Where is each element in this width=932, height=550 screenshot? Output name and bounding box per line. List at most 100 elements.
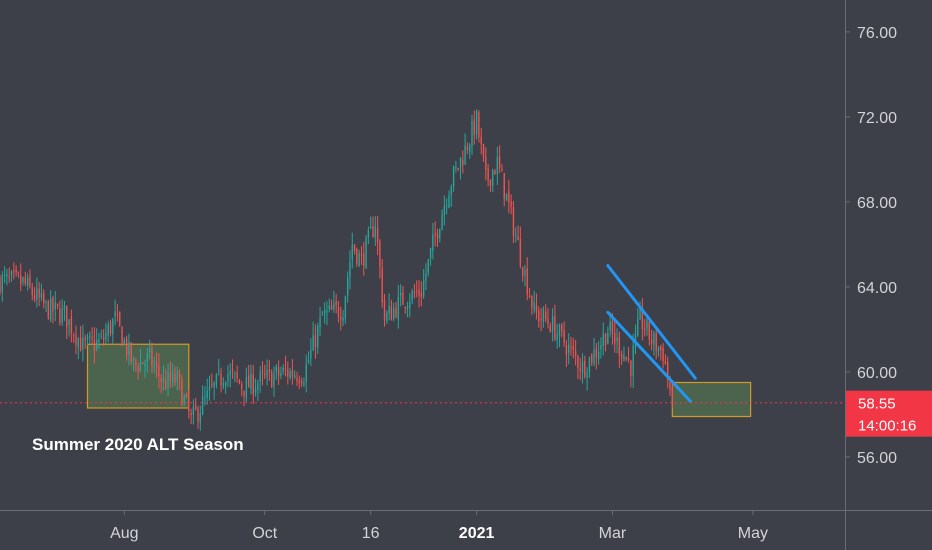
candle-body [310,349,312,359]
candle-body [3,274,6,276]
candle-body [542,309,545,322]
candle-body [340,316,342,320]
candle-body [89,335,91,337]
candle-body [643,329,646,331]
candle-body [33,294,36,300]
candle-body [220,373,222,386]
candle-body [526,268,528,295]
candle-body [98,339,100,343]
candle-body [204,396,206,398]
candle-body [404,307,406,309]
candle-body [43,293,45,304]
candle-body [305,364,307,383]
candle-body [597,351,600,360]
candle-body [450,186,452,195]
candle-body [607,332,609,345]
candle-body [160,378,162,382]
candle-body [623,355,625,361]
candle-body [289,370,291,379]
candle-body [45,301,47,303]
candle-body [669,381,671,391]
candle-body [413,291,416,294]
candle-body [326,310,328,313]
candle-body [144,362,146,367]
candle-body [351,245,353,261]
candle-body [20,275,22,285]
summer-2020-label: Summer 2020 ALT Season [32,435,244,454]
candle-body [416,291,418,293]
candle-body [505,193,508,201]
candle-body [464,145,466,165]
candle-body [625,357,627,359]
candle-body [591,354,593,364]
channel-lower-line[interactable] [606,310,693,404]
candle-body [321,314,324,316]
candle-body [554,315,556,340]
candle-body [503,173,505,199]
candle-body [439,229,441,239]
candle-body [185,394,188,397]
candle-body [29,275,31,287]
candle-body [121,327,123,347]
candle-body [568,344,570,354]
x-tick-label: May [738,525,768,542]
candle-body [146,353,149,362]
channel-upper-line[interactable] [606,264,697,380]
candle-body [8,276,10,278]
price-line-layer: 58.55 14:00:16 [0,390,932,437]
candle-body [82,337,84,350]
candle-body [36,288,38,300]
candle-body [604,333,607,346]
candle-body [10,271,13,276]
candle-body [139,361,142,372]
candle-body [547,318,549,324]
candle-body [102,337,105,340]
candle-body [328,305,330,310]
candle-body [277,367,280,376]
candle-body [192,406,195,415]
candle-body [494,170,496,175]
candle-body [531,296,533,308]
x-tick-label: Mar [599,525,627,542]
candle-body [632,345,634,376]
candle-body [215,373,218,386]
channel-layer [606,264,697,404]
candle-body [418,289,420,296]
candle-body [259,372,261,382]
candle-body [515,235,517,237]
candle-body [6,273,8,277]
candle-body [303,382,305,385]
candle-body [383,299,386,320]
candle-body [213,382,215,388]
candle-body [627,357,630,361]
candle-body [492,170,494,186]
candle-body [379,241,381,268]
candle-body [167,372,169,388]
candle-body [275,366,277,373]
candle-body [563,329,565,344]
candle-body [535,304,538,312]
candle-body [155,363,158,366]
y-tick-label: 68.00 [857,195,897,212]
candle-body [238,379,241,384]
candle-body [434,233,436,235]
candle-body [15,269,17,273]
candle-body [100,335,102,337]
candle-body [462,159,464,165]
candle-body [572,346,575,350]
candle-body [119,311,121,326]
candle-body [79,337,82,352]
candle-body [508,191,510,203]
candle-body [595,348,598,357]
candle-body [252,374,254,395]
candle-body [335,301,337,306]
candle-body [105,332,107,340]
candle-body [367,229,370,238]
candle-body [123,339,126,344]
candle-body [245,377,248,398]
candle-body [436,233,439,239]
candle-body [577,356,579,369]
candle-body [165,379,167,389]
candle-body [107,324,109,336]
